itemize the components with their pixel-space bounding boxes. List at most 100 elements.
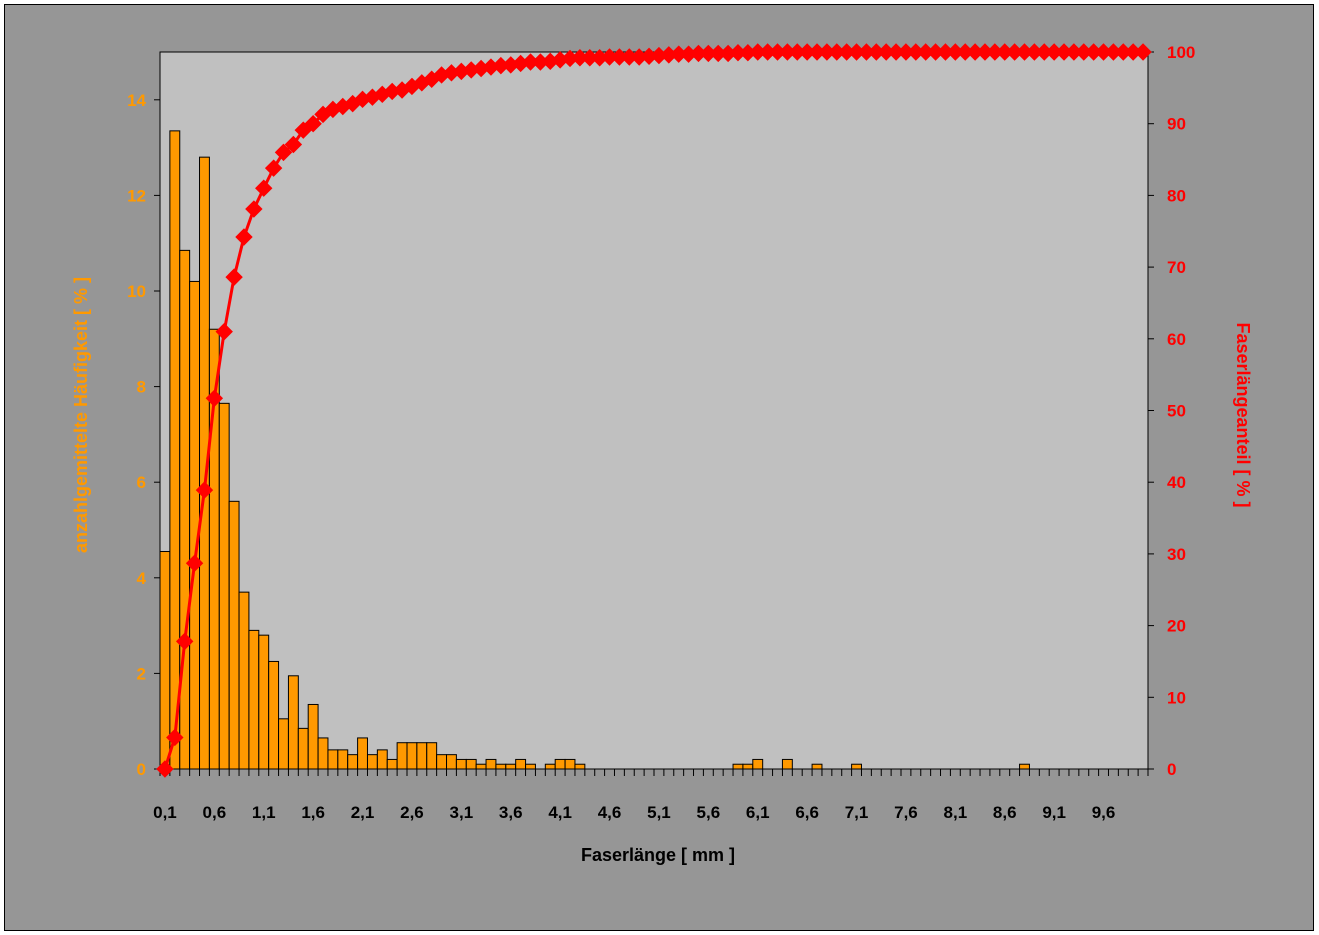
bar bbox=[475, 763, 487, 770]
bar bbox=[446, 754, 457, 770]
bar bbox=[347, 754, 359, 770]
x-tick-label: 1,1 bbox=[252, 803, 276, 822]
bar bbox=[268, 660, 280, 770]
x-tick-label: 9,1 bbox=[1042, 803, 1066, 822]
bar bbox=[465, 758, 477, 770]
bar bbox=[485, 758, 497, 770]
line-point-marker bbox=[195, 481, 214, 499]
y-right-tick-label: 90 bbox=[1167, 115, 1186, 134]
bar bbox=[564, 758, 576, 770]
x-axis-title: Faserlänge [ mm ] bbox=[581, 845, 735, 865]
bar bbox=[337, 749, 349, 770]
line-point-marker bbox=[1134, 43, 1152, 61]
bar bbox=[218, 402, 230, 770]
x-tick-label: 2,6 bbox=[400, 803, 424, 822]
bar bbox=[781, 758, 793, 770]
x-tick-label: 3,6 bbox=[499, 803, 523, 822]
line-point-marker bbox=[245, 200, 263, 218]
x-tick-label: 7,6 bbox=[894, 803, 918, 822]
x-tick-label: 9,6 bbox=[1092, 803, 1116, 822]
y-right-tick-label: 10 bbox=[1167, 688, 1186, 707]
x-tick-label: 6,1 bbox=[746, 803, 770, 822]
bar bbox=[287, 675, 299, 770]
y-left-tick-label: 12 bbox=[127, 186, 146, 205]
y-left-tick-label: 6 bbox=[137, 473, 146, 492]
x-tick-label: 1,6 bbox=[301, 803, 325, 822]
bar bbox=[1019, 763, 1030, 770]
y-left-tick-label: 0 bbox=[137, 760, 146, 779]
bar bbox=[376, 749, 388, 770]
y-right-tick-label: 0 bbox=[1167, 760, 1176, 779]
bar bbox=[317, 737, 329, 770]
y-right-tick-label: 80 bbox=[1167, 186, 1186, 205]
bar bbox=[386, 758, 398, 770]
bar bbox=[357, 737, 368, 770]
bar bbox=[515, 758, 527, 770]
y-right-tick-label: 40 bbox=[1167, 473, 1186, 492]
line-point-marker bbox=[175, 632, 194, 651]
x-tick-label: 7,1 bbox=[845, 803, 869, 822]
bar bbox=[505, 763, 517, 770]
bar bbox=[169, 130, 181, 770]
bar bbox=[752, 758, 764, 770]
line-point-marker bbox=[255, 179, 273, 197]
y-right-tick-label: 50 bbox=[1167, 402, 1186, 421]
line-point-marker bbox=[166, 728, 184, 747]
bar bbox=[248, 629, 260, 770]
y-axis-title-right: Faserlängeanteil [ % ] bbox=[1233, 322, 1253, 507]
bar bbox=[574, 763, 586, 770]
x-tick-label: 8,1 bbox=[944, 803, 968, 822]
bar bbox=[307, 703, 319, 770]
y-left-tick-label: 14 bbox=[127, 91, 146, 110]
axes-layer bbox=[154, 51, 1154, 776]
bar bbox=[742, 763, 754, 770]
line-point-marker bbox=[215, 322, 233, 341]
line-point-marker bbox=[225, 268, 243, 286]
bar bbox=[396, 742, 408, 770]
plot-area bbox=[159, 51, 1149, 770]
x-tick-label: 5,1 bbox=[647, 803, 671, 822]
x-tick-label: 2,1 bbox=[351, 803, 375, 822]
x-tick-label: 0,1 bbox=[153, 803, 177, 822]
y-left-tick-label: 8 bbox=[137, 378, 146, 397]
y-right-tick-label: 20 bbox=[1167, 617, 1186, 636]
bar bbox=[436, 754, 448, 770]
line-point-marker bbox=[264, 159, 283, 177]
bar bbox=[238, 591, 250, 770]
y-axis-title-left: anzahlgemittelte Häufigkeit [ % ] bbox=[71, 277, 91, 553]
bar bbox=[327, 749, 339, 770]
x-tick-label: 0,6 bbox=[203, 803, 227, 822]
x-tick-label: 3,1 bbox=[450, 803, 474, 822]
y-right-tick-label: 30 bbox=[1167, 545, 1186, 564]
x-tick-label: 4,6 bbox=[598, 803, 622, 822]
chart-frame: 0 2 4 6 8 10 12 14 0 10 20 30 40 50 60 70 80 90 100 0,1 0,6 1… bbox=[4, 4, 1314, 931]
bar bbox=[278, 718, 289, 770]
y-left-tick-label: 2 bbox=[137, 664, 146, 683]
bar bbox=[416, 742, 428, 770]
bar bbox=[732, 763, 744, 770]
y-right-tick-label: 100 bbox=[1167, 43, 1195, 62]
chart-svg: 0 2 4 6 8 10 12 14 0 10 20 30 40 50 60 70 80 90 100 0,1 0,6 1… bbox=[71, 43, 1253, 865]
x-tick-label: 8,6 bbox=[993, 803, 1017, 822]
bar bbox=[189, 280, 201, 770]
line-point-marker bbox=[205, 389, 224, 408]
bar bbox=[495, 763, 507, 770]
line-point-marker bbox=[284, 135, 303, 154]
bar bbox=[297, 727, 309, 770]
line-layer bbox=[156, 43, 1152, 778]
bar bbox=[544, 763, 556, 770]
x-tick-label: 4,1 bbox=[548, 803, 572, 822]
y-right-tick-label: 70 bbox=[1167, 258, 1186, 277]
line-point-marker bbox=[156, 760, 174, 778]
line-point-marker bbox=[274, 143, 293, 162]
x-tick-label: 6,6 bbox=[795, 803, 819, 822]
bars-layer bbox=[159, 130, 1030, 770]
labels-layer: 0 2 4 6 8 10 12 14 0 10 20 30 40 50 60 70 80 90 100 0,1 0,6 1… bbox=[127, 43, 1195, 822]
bar bbox=[851, 763, 862, 770]
bar bbox=[525, 763, 536, 770]
bar bbox=[406, 742, 418, 770]
bar bbox=[258, 634, 270, 770]
line-point-marker bbox=[185, 554, 204, 572]
y-right-tick-label: 60 bbox=[1167, 330, 1186, 349]
bar bbox=[554, 758, 566, 770]
